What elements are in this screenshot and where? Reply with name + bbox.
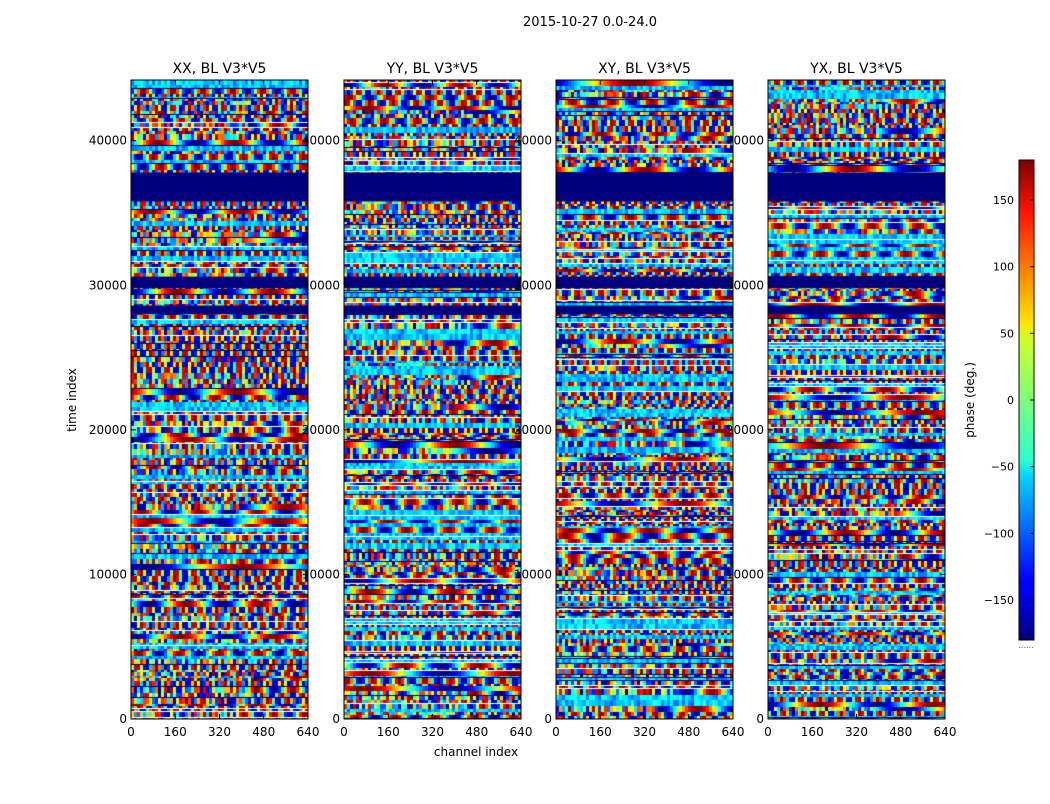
y-tick-label: 10000 (89, 567, 127, 581)
y-axis-label: time index (65, 368, 79, 432)
heatmap-image (556, 80, 733, 719)
x-tick-label: 0 (127, 725, 135, 739)
x-tick-label: 160 (801, 725, 824, 739)
heatmap-image (344, 80, 521, 719)
heatmap-image (768, 80, 945, 719)
x-axis-label: channel index (434, 745, 518, 759)
x-tick-label: 160 (164, 725, 187, 739)
panels-group: XX, BL V3*V5 0 160 320 480 640 0 10000 20000 3000… (89, 61, 957, 739)
panel: XY, BL V3*V5 0 160 320 480 640 0 10000 20000 3000… (514, 61, 745, 739)
colorbar-label: phase (deg.) (963, 362, 977, 438)
panel-title: XX, BL V3*V5 (173, 61, 267, 77)
colorbar-tick-label: −50 (991, 461, 1014, 474)
colorbar-tick-label: 0 (1007, 394, 1014, 407)
colorbar-tick-label: 100 (993, 261, 1014, 274)
x-tick-label: 160 (589, 725, 612, 739)
y-tick-label: 20000 (514, 423, 552, 437)
y-tick-label: 40000 (302, 134, 340, 148)
x-tick-label: 320 (208, 725, 231, 739)
x-tick-label: 320 (633, 725, 656, 739)
colorbar: 150 100 50 0 −50 −100 −150 phase (deg.) ...... (963, 159, 1035, 650)
y-tick-label: 40000 (726, 134, 764, 148)
x-tick-label: 0 (764, 725, 772, 739)
heatmap-image (131, 80, 308, 719)
y-tick-label: 10000 (514, 567, 552, 581)
figure-title: 2015-10-27 0.0-24.0 (523, 15, 657, 30)
y-tick-label: 0 (756, 712, 764, 726)
colorbar-ticks: 150 100 50 0 −50 −100 −150 (984, 194, 1034, 607)
y-tick-label: 10000 (726, 567, 764, 581)
y-tick-label: 20000 (302, 423, 340, 437)
y-tick-label: 20000 (89, 423, 127, 437)
colorbar-dots: ...... (1018, 641, 1033, 650)
x-tick-label: 480 (677, 725, 700, 739)
x-tick-label: 480 (252, 725, 275, 739)
x-tick-label: 480 (465, 725, 488, 739)
x-tick-label: 160 (377, 725, 400, 739)
panel: YX, BL V3*V5 0 160 320 480 640 0 10000 20000 3000… (726, 61, 957, 739)
x-tick-label: 320 (845, 725, 868, 739)
x-tick-label: 0 (552, 725, 560, 739)
x-tick-label: 480 (889, 725, 912, 739)
colorbar-tick-label: 50 (1000, 327, 1014, 340)
x-tick-label: 320 (421, 725, 444, 739)
colorbar-tick-label: 150 (993, 194, 1014, 207)
panel-title: YX, BL V3*V5 (809, 61, 903, 77)
panel-title: XY, BL V3*V5 (598, 61, 691, 77)
y-tick-label: 0 (332, 712, 340, 726)
y-tick-label: 10000 (302, 567, 340, 581)
x-tick-label: 640 (297, 725, 320, 739)
y-tick-label: 0 (544, 712, 552, 726)
y-tick-label: 40000 (514, 134, 552, 148)
panel: XX, BL V3*V5 0 160 320 480 640 0 10000 20000 3000… (89, 61, 320, 739)
colorbar-tick-label: −150 (984, 594, 1014, 607)
x-tick-label: 640 (934, 725, 957, 739)
panel-title: YY, BL V3*V5 (386, 61, 479, 77)
y-tick-label: 30000 (89, 278, 127, 292)
x-tick-label: 640 (510, 725, 533, 739)
y-tick-label: 30000 (514, 278, 552, 292)
x-tick-label: 0 (340, 725, 348, 739)
x-tick-label: 640 (722, 725, 745, 739)
panel: YY, BL V3*V5 0 160 320 480 640 0 10000 20000 3000… (302, 61, 533, 739)
y-tick-label: 0 (119, 712, 127, 726)
colorbar-tick-label: −100 (984, 527, 1014, 540)
y-tick-label: 20000 (726, 423, 764, 437)
y-tick-label: 40000 (89, 134, 127, 148)
y-tick-label: 30000 (302, 278, 340, 292)
y-tick-label: 30000 (726, 278, 764, 292)
